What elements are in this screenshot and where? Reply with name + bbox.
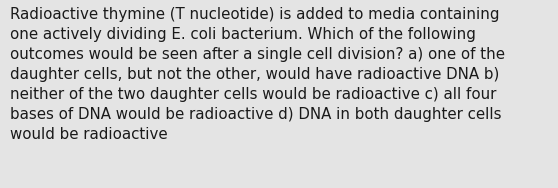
- Text: Radioactive thymine (T nucleotide) is added to media containing
one actively div: Radioactive thymine (T nucleotide) is ad…: [10, 7, 505, 142]
